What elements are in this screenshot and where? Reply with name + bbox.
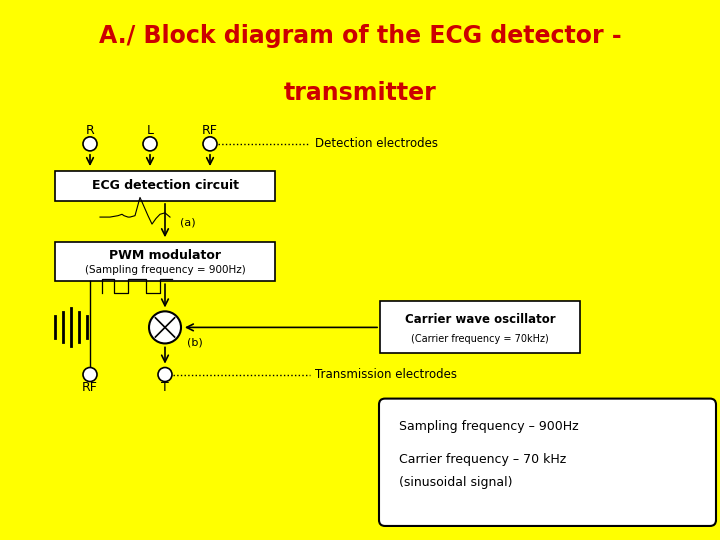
FancyBboxPatch shape bbox=[55, 171, 275, 201]
Text: R: R bbox=[86, 124, 94, 137]
Text: L: L bbox=[146, 124, 153, 137]
FancyBboxPatch shape bbox=[55, 242, 275, 281]
Circle shape bbox=[83, 368, 97, 382]
Text: RF: RF bbox=[82, 381, 98, 394]
Text: Sampling frequency – 900Hz: Sampling frequency – 900Hz bbox=[399, 420, 579, 433]
Circle shape bbox=[149, 312, 181, 343]
Text: transmitter: transmitter bbox=[284, 80, 436, 105]
Text: (Sampling frequency = 900Hz): (Sampling frequency = 900Hz) bbox=[85, 265, 246, 275]
Text: Detection electrodes: Detection electrodes bbox=[315, 137, 438, 150]
Text: Carrier wave oscillator: Carrier wave oscillator bbox=[405, 313, 555, 326]
Text: ECG detection circuit: ECG detection circuit bbox=[91, 179, 238, 192]
FancyBboxPatch shape bbox=[380, 301, 580, 354]
Circle shape bbox=[158, 368, 172, 382]
Text: T: T bbox=[161, 381, 169, 394]
Text: Carrier frequency – 70 kHz: Carrier frequency – 70 kHz bbox=[399, 453, 566, 466]
Text: A./ Block diagram of the ECG detector -: A./ Block diagram of the ECG detector - bbox=[99, 24, 621, 48]
Text: RF: RF bbox=[202, 124, 218, 137]
Text: (a): (a) bbox=[180, 217, 196, 227]
Circle shape bbox=[143, 137, 157, 151]
Text: (b): (b) bbox=[187, 338, 203, 347]
Circle shape bbox=[83, 137, 97, 151]
Text: Transmission electrodes: Transmission electrodes bbox=[315, 368, 457, 381]
FancyBboxPatch shape bbox=[379, 399, 716, 526]
Text: (sinusoidal signal): (sinusoidal signal) bbox=[399, 476, 513, 489]
Text: PWM modulator: PWM modulator bbox=[109, 249, 221, 262]
Circle shape bbox=[203, 137, 217, 151]
Text: (Carrier frequency = 70kHz): (Carrier frequency = 70kHz) bbox=[411, 334, 549, 344]
